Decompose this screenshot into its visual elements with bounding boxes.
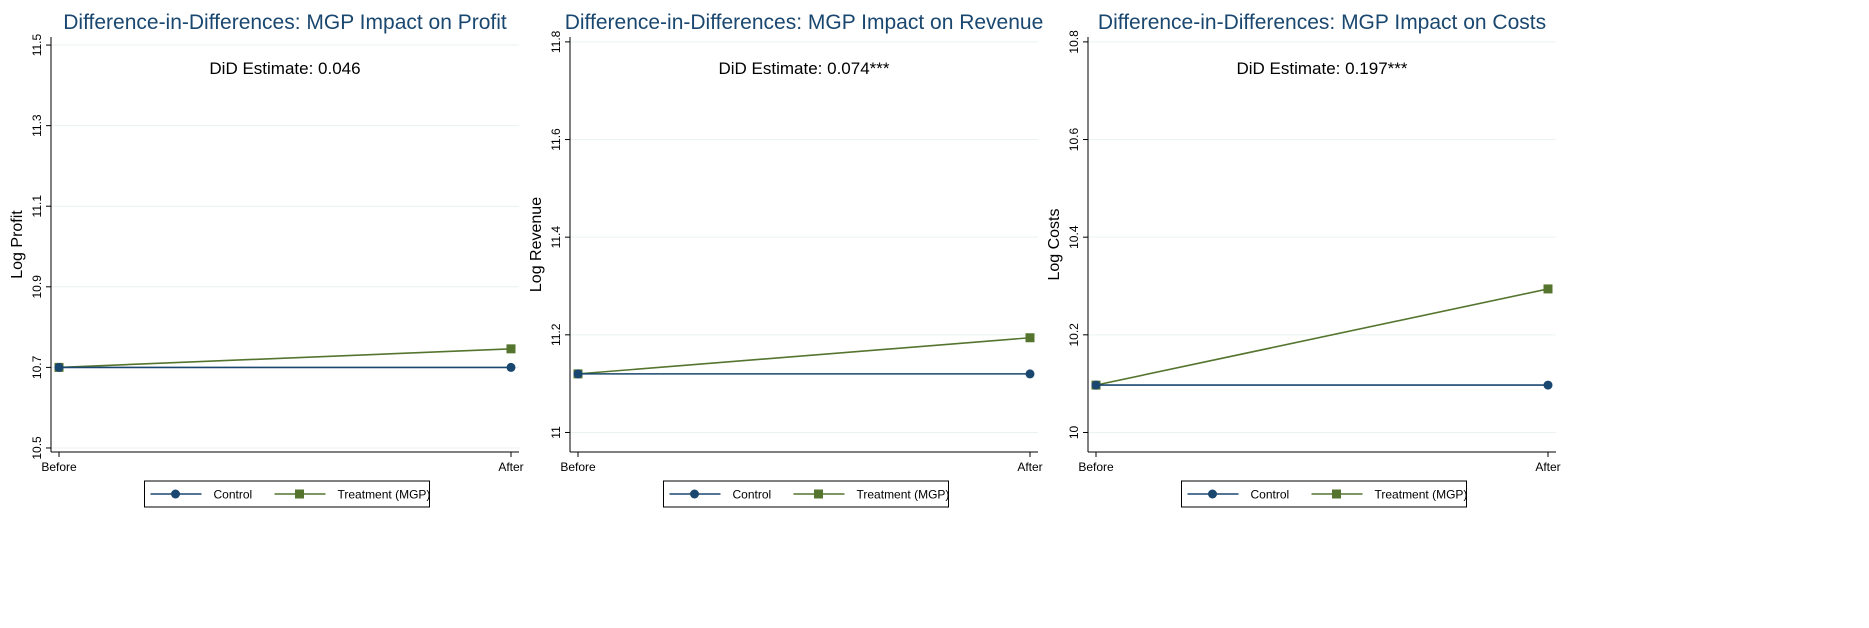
legend-label-treatment: Treatment (MGP) <box>857 488 950 502</box>
legend-marker-control <box>171 489 180 499</box>
series-line-treatment <box>577 336 1031 375</box>
chart-title: Difference-in-Differences: MGP Impact on… <box>63 11 507 34</box>
y-tick-label: 10.5 <box>30 436 44 460</box>
legend-label-treatment: Treatment (MGP) <box>338 488 431 502</box>
point-treatment <box>506 344 516 354</box>
legend-marker-control <box>1208 489 1217 499</box>
y-axis-title: Log Revenue <box>528 197 545 292</box>
legend: Control Treatment (MGP) <box>1181 480 1468 508</box>
y-axis-title: Log Costs <box>1046 208 1063 280</box>
legend-label-control: Control <box>733 488 772 502</box>
series-line-treatment <box>1095 288 1549 386</box>
did-estimate-annotation: DiD Estimate: 0.074*** <box>718 59 889 78</box>
y-axis-title: Log Profit <box>9 210 26 279</box>
legend-label-control: Control <box>214 488 253 502</box>
y-tick-label: 10.7 <box>30 355 44 379</box>
legend-label-treatment: Treatment (MGP) <box>1375 488 1468 502</box>
x-tick-label: Before <box>1078 460 1114 474</box>
did-estimate-annotation: DiD Estimate: 0.046 <box>209 59 360 78</box>
chart-title: Difference-in-Differences: MGP Impact on… <box>1098 11 1546 34</box>
point-treatment <box>1025 333 1035 343</box>
y-tick-label: 10.4 <box>1067 225 1081 249</box>
point-control <box>573 369 583 379</box>
y-tick-label: 11.5 <box>30 34 44 57</box>
point-control <box>1091 380 1101 390</box>
chart-panel-2: Difference-in-Differences: MGP Impact on… <box>528 11 1044 508</box>
point-control <box>1543 380 1553 390</box>
legend-marker-treatment <box>1332 489 1341 499</box>
y-tick-label: 11.4 <box>549 226 563 249</box>
point-control <box>506 362 516 372</box>
y-tick-label: 11.2 <box>549 323 563 346</box>
point-control <box>1025 369 1035 379</box>
legend: Control Treatment (MGP) <box>144 480 431 508</box>
did-estimate-annotation: DiD Estimate: 0.197*** <box>1236 59 1407 78</box>
y-tick-label: 11.3 <box>30 114 44 137</box>
point-treatment <box>1543 284 1553 294</box>
y-tick-label: 10.6 <box>1067 128 1081 152</box>
x-tick-label: Before <box>41 460 77 474</box>
series-line-treatment <box>58 348 512 369</box>
x-tick-label: After <box>498 460 523 474</box>
legend-marker-treatment <box>814 489 823 499</box>
chart-panel-1: Difference-in-Differences: MGP Impact on… <box>9 11 524 508</box>
y-tick-label: 10.8 <box>1067 30 1081 54</box>
x-tick-label: After <box>1017 460 1042 474</box>
legend-marker-treatment <box>295 489 304 499</box>
chart-panel-3: Difference-in-Differences: MGP Impact on… <box>1046 11 1561 508</box>
y-tick-label: 10 <box>1067 425 1081 439</box>
x-tick-label: After <box>1535 460 1560 474</box>
y-tick-label: 11 <box>549 426 563 439</box>
legend: Control Treatment (MGP) <box>663 480 950 508</box>
y-tick-label: 11.6 <box>549 128 563 151</box>
x-tick-label: Before <box>560 460 596 474</box>
y-tick-label: 11.8 <box>549 30 563 53</box>
point-control <box>54 362 64 372</box>
legend-label-control: Control <box>1251 488 1290 502</box>
y-tick-label: 10.2 <box>1067 323 1081 347</box>
y-tick-label: 10.9 <box>30 275 44 299</box>
y-tick-label: 11.1 <box>30 195 44 218</box>
chart-title: Difference-in-Differences: MGP Impact on… <box>565 11 1044 34</box>
legend-marker-control <box>690 489 699 499</box>
